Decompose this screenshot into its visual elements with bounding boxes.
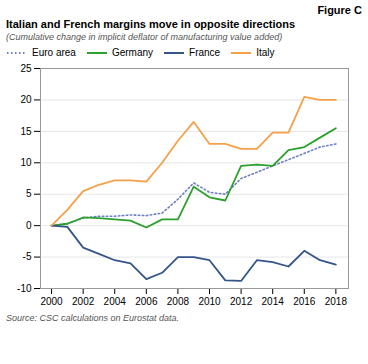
svg-text:25: 25 <box>20 63 32 74</box>
svg-text:15: 15 <box>20 126 32 137</box>
svg-text:2004: 2004 <box>104 296 127 307</box>
svg-text:2016: 2016 <box>293 296 316 307</box>
svg-text:-10: -10 <box>17 283 32 294</box>
html-text:Germany: Germany <box>111 47 153 58</box>
svg-text:-5: -5 <box>23 251 32 262</box>
svg-text:2014: 2014 <box>262 296 285 307</box>
svg-text:2006: 2006 <box>135 296 158 307</box>
svg-text:10: 10 <box>20 157 32 168</box>
svg-text:20: 20 <box>20 94 32 105</box>
svg-text:5: 5 <box>26 188 32 199</box>
html-text:Italian and French margins mov: Italian and French margins move in oppos… <box>6 18 296 30</box>
svg-text:2002: 2002 <box>72 296 95 307</box>
svg-text:2018: 2018 <box>325 296 348 307</box>
svg-text:2010: 2010 <box>198 296 221 307</box>
html-text:Euro area: Euro area <box>32 47 76 58</box>
html-text:(Cumulative change in implicit: (Cumulative change in implicit deflator … <box>6 32 283 42</box>
html-text:Italy: Italy <box>256 47 275 58</box>
html-text:Source: CSC calculations on Eu: Source: CSC calculations on Eurostat dat… <box>6 313 180 323</box>
html-text:France: France <box>189 47 221 58</box>
html-text:Figure C: Figure C <box>317 4 362 16</box>
svg-text:2012: 2012 <box>230 296 253 307</box>
svg-text:2000: 2000 <box>40 296 63 307</box>
svg-text:0: 0 <box>26 220 32 231</box>
svg-text:2008: 2008 <box>167 296 190 307</box>
